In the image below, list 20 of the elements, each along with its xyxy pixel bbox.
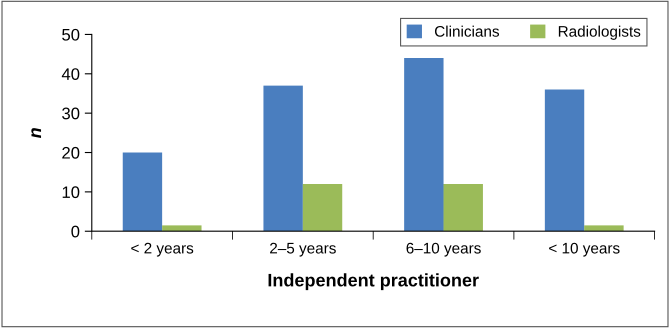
bar <box>404 58 444 232</box>
y-tick-label: 50 <box>62 28 80 41</box>
y-tick-label: 40 <box>62 68 80 80</box>
bar <box>544 90 584 232</box>
x-tick-label: < 10 years <box>549 242 620 257</box>
x-tick-label: 6–10 years <box>406 242 481 257</box>
bar <box>302 184 342 232</box>
y-axis-title: n <box>31 128 42 138</box>
y-tick-label: 10 <box>62 186 80 198</box>
x-axis-title: Independent practitioner <box>268 273 479 290</box>
y-tick-label: 0 <box>71 226 80 238</box>
bar <box>263 86 303 232</box>
x-tick-label: 2–5 years <box>270 242 336 257</box>
x-tick-label: < 2 years <box>131 242 194 257</box>
bar <box>444 184 483 232</box>
legend-label: Radiologists <box>558 26 640 40</box>
legend-label: Clinicians <box>434 26 500 37</box>
bar <box>122 152 162 232</box>
y-tick-label: 30 <box>62 108 80 120</box>
y-tick-label: 20 <box>62 146 80 159</box>
